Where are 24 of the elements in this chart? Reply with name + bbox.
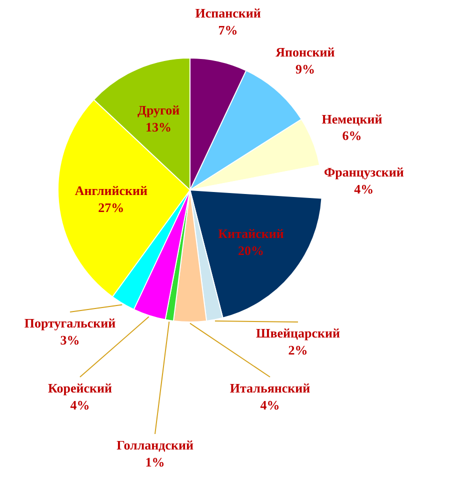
slice-label: Испанский: [195, 5, 262, 20]
slice-label: Корейский: [48, 380, 113, 396]
slice-label: Другой: [138, 102, 180, 118]
data-label: 7%: [218, 22, 238, 38]
data-label: 6%: [342, 128, 362, 144]
slice-label: Китайский: [218, 226, 284, 241]
slice-label: Португальский: [24, 315, 116, 330]
slice-label: Английский: [74, 182, 148, 198]
data-label: 13%: [146, 120, 172, 135]
slice-label: Голландский: [116, 437, 194, 452]
slice-label: Швейцарский: [256, 325, 341, 340]
data-label: 4%: [260, 397, 280, 412]
data-label: 2%: [288, 342, 308, 358]
data-label: 3%: [60, 332, 80, 348]
slice-label: Итальянский: [230, 380, 311, 396]
data-label: 9%: [295, 62, 315, 77]
data-label: 1%: [145, 454, 165, 470]
slice-label: Японский: [276, 44, 336, 60]
data-label: 20%: [238, 242, 264, 258]
data-label: 27%: [98, 200, 124, 215]
slice-label: Французский: [324, 164, 404, 180]
slice-label: Немецкий: [322, 111, 383, 126]
data-label: 4%: [354, 181, 374, 196]
data-label: 4%: [70, 397, 90, 412]
